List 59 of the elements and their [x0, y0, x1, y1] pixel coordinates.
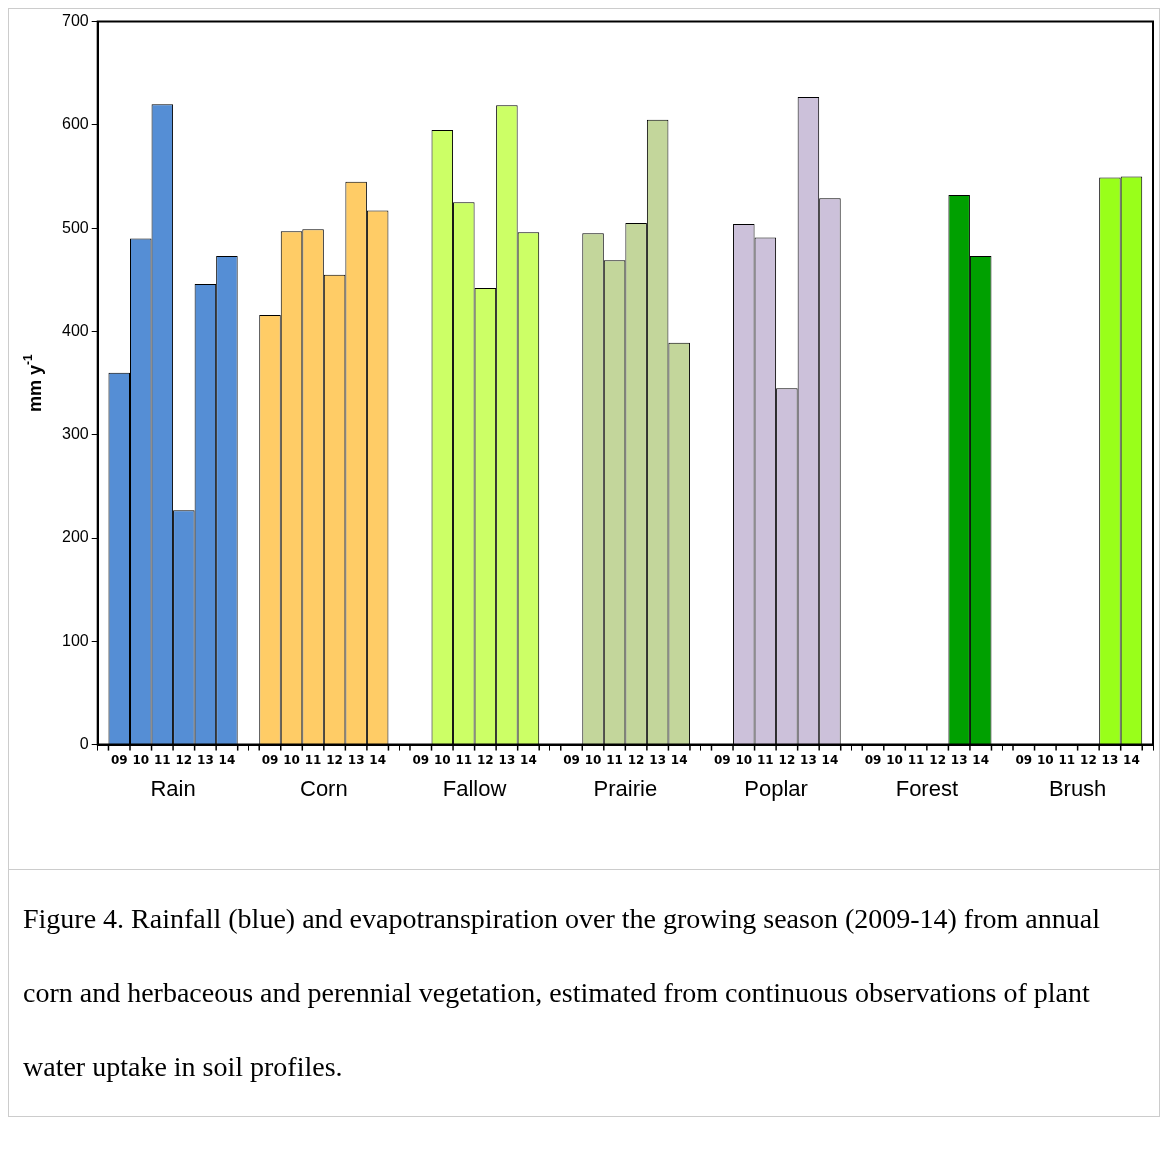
text: 12: [929, 752, 946, 767]
text: 11: [1058, 752, 1076, 767]
text: 13: [649, 752, 666, 767]
text: 10: [584, 752, 602, 767]
x-tick-label: Fallow: [442, 775, 507, 801]
series-label: 14: [218, 752, 236, 767]
text: 12: [326, 752, 343, 767]
text: 14: [1123, 752, 1140, 767]
y-tick-label: 700: [61, 12, 89, 30]
text: 09: [261, 752, 279, 767]
series-label: 13: [197, 752, 214, 767]
text: 13: [498, 752, 516, 767]
text: 14: [520, 752, 537, 767]
text: 13: [347, 752, 365, 767]
series-label: 10: [132, 752, 150, 767]
x-tick-label: Prairie: [593, 775, 658, 801]
text: 09: [412, 752, 430, 767]
series-label: 11: [153, 752, 171, 767]
text: 10: [283, 752, 300, 767]
x-tick-label: Forest: [895, 775, 959, 801]
text: 12: [627, 752, 645, 767]
text: 12: [778, 752, 796, 767]
y-axis-title: mm y-1: [21, 353, 45, 412]
text: 09: [563, 752, 580, 767]
text: 09: [713, 752, 731, 767]
text: 10: [735, 752, 753, 767]
x-tick-label: Rain: [150, 775, 196, 801]
text: 14: [670, 752, 688, 767]
text: 10: [1036, 752, 1054, 767]
text: 11: [606, 752, 623, 767]
series-label: 09: [110, 752, 128, 767]
text: 11: [304, 752, 322, 767]
y-tick-label: 0: [79, 735, 89, 753]
x-tick-label: Poplar: [744, 775, 808, 801]
text: 10: [886, 752, 903, 767]
x-tick-label: Brush: [1048, 775, 1107, 801]
text: 13: [1101, 752, 1119, 767]
y-tick-label: 100: [61, 631, 89, 649]
y-tick-label: 600: [61, 115, 89, 133]
text: 14: [972, 752, 990, 767]
y-tick-label: 500: [61, 218, 89, 236]
y-tick-label: 400: [61, 321, 89, 339]
y-tick-label: 300: [61, 425, 89, 443]
text: 09: [1015, 752, 1033, 767]
text: Figure 4. Rainfall (blue) and evapotranspiration over the growing season (2009-14) from annual corn and herbaceous and perennial vegetation, estimated from continuous observations of plant water uptake in soil profiles.: [23, 903, 1100, 1082]
y-tick-label: 200: [61, 528, 89, 546]
text: 11: [907, 752, 925, 767]
text: 09: [864, 752, 882, 767]
text: 12: [1080, 752, 1097, 767]
text: 13: [950, 752, 968, 767]
text: 10: [433, 752, 451, 767]
text: 11: [455, 752, 473, 767]
series-label: 12: [175, 752, 193, 767]
text: 12: [477, 752, 494, 767]
x-tick-label: Corn: [299, 775, 348, 801]
text: 14: [821, 752, 839, 767]
text: 11: [756, 752, 774, 767]
text: 14: [369, 752, 387, 767]
text: 13: [800, 752, 817, 767]
